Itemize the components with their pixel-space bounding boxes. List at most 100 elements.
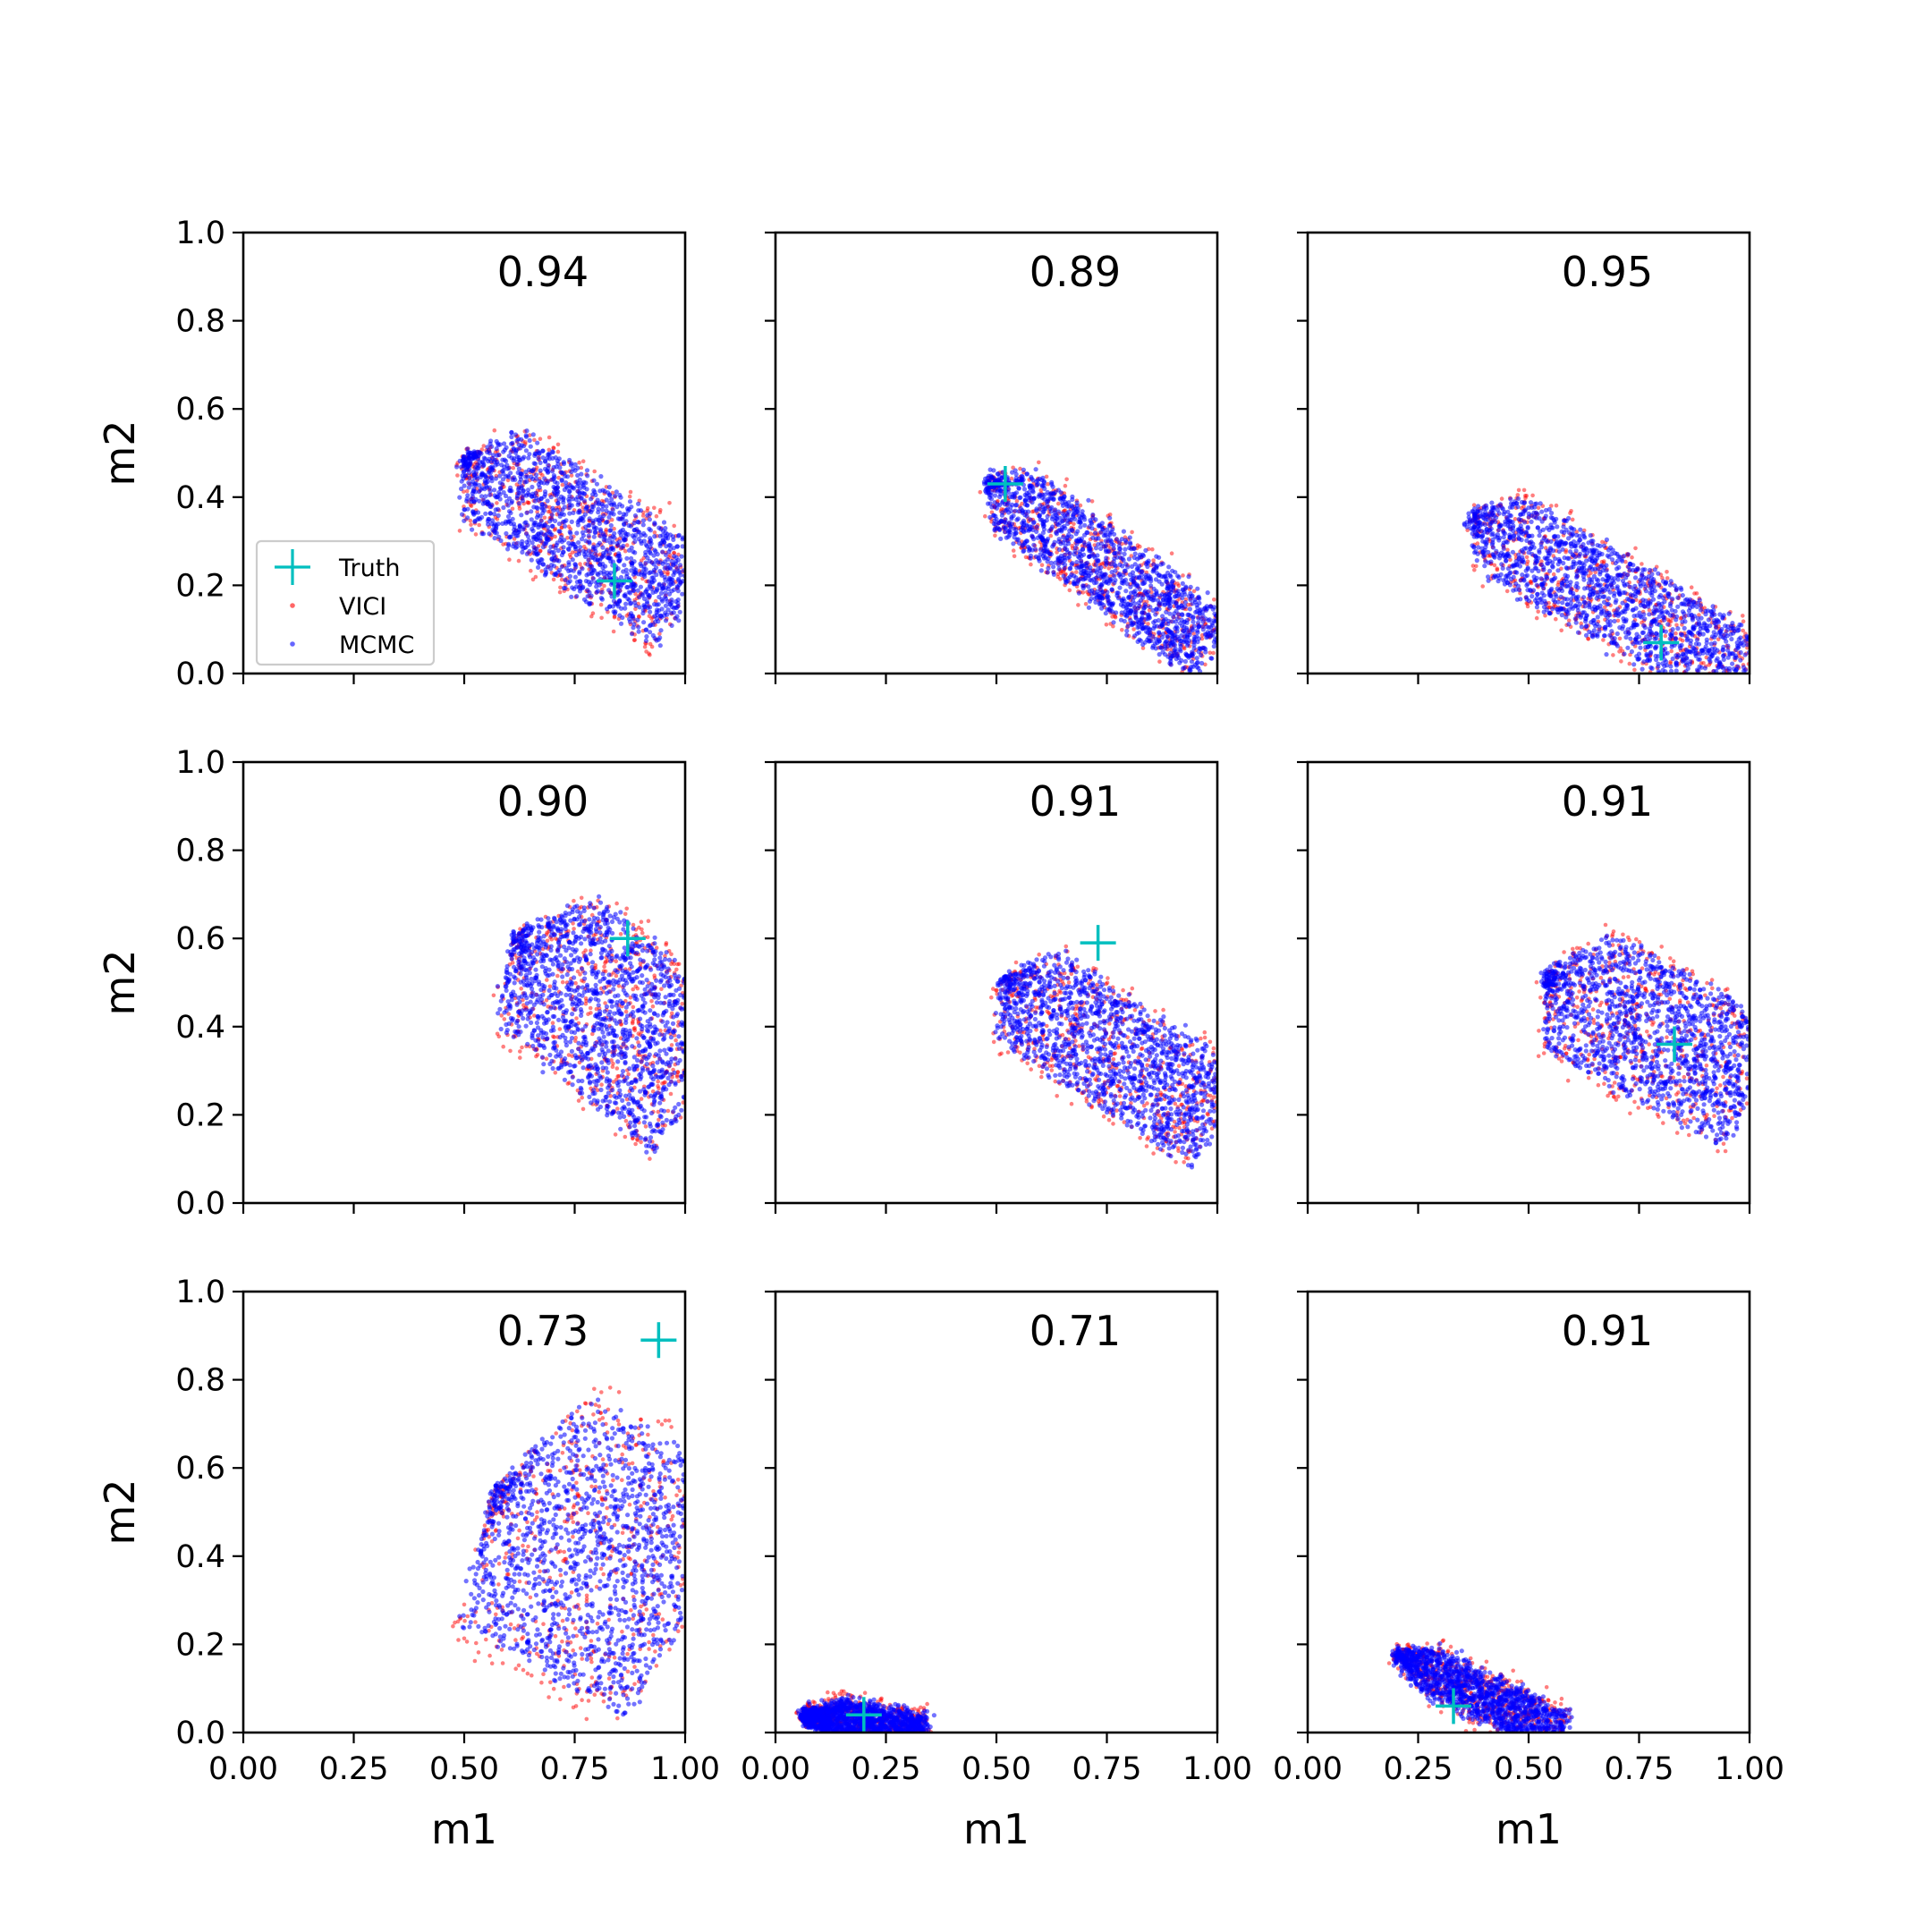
mcmc-point	[1060, 500, 1065, 505]
mcmc-point	[1195, 659, 1200, 665]
mcmc-point	[988, 496, 995, 502]
vici-point	[1536, 609, 1540, 614]
mcmc-point	[1127, 545, 1132, 551]
mcmc-point	[1155, 597, 1161, 603]
vici-point	[1106, 566, 1111, 571]
mcmc-point	[635, 617, 640, 623]
vici-point	[1559, 628, 1563, 633]
mcmc-point	[1123, 562, 1129, 567]
mcmc-point	[1086, 605, 1091, 610]
vici-point	[551, 445, 556, 451]
mcmc-point	[457, 495, 462, 500]
mcmc-point	[470, 488, 477, 494]
mcmc-point	[1034, 482, 1039, 487]
mcmc-point	[1079, 561, 1084, 566]
mcmc-point	[1093, 599, 1098, 606]
mcmc-point	[561, 460, 566, 465]
vici-point	[1669, 648, 1674, 654]
y-tick-label: 0.4	[175, 480, 225, 516]
mcmc-point	[1113, 564, 1118, 569]
mcmc-point	[633, 567, 639, 572]
mcmc-point	[516, 454, 521, 461]
mcmc-point	[505, 547, 511, 552]
vici-point	[1554, 616, 1558, 622]
vici-point	[628, 489, 633, 495]
mcmc-point	[640, 518, 647, 523]
mcmc-point	[519, 471, 525, 477]
mcmc-point	[1180, 606, 1185, 611]
mcmc-point	[1070, 561, 1075, 566]
truth-marker	[596, 563, 632, 599]
mcmc-point	[513, 477, 518, 482]
mcmc-point	[657, 569, 663, 574]
vici-point	[1549, 504, 1554, 508]
vici-point	[648, 641, 653, 647]
overlap-value: 0.94	[497, 248, 589, 296]
vici-point	[1110, 614, 1114, 619]
mcmc-point	[1108, 562, 1114, 567]
mcmc-point	[1095, 553, 1100, 558]
mcmc-point	[1733, 655, 1738, 661]
vici-point	[1474, 564, 1479, 569]
mcmc-point	[579, 471, 584, 477]
mcmc-point	[662, 559, 667, 564]
mcmc-point	[533, 472, 539, 478]
mcmc-point	[647, 558, 652, 564]
mcmc-point	[468, 450, 473, 455]
mcmc-point	[559, 478, 564, 484]
mcmc-point	[471, 449, 477, 454]
vici-point	[555, 449, 561, 454]
vici-point	[495, 501, 499, 505]
mcmc-point	[994, 505, 999, 511]
vici-point	[978, 489, 983, 495]
mcmc-point	[1043, 506, 1048, 512]
mcmc-point	[1046, 496, 1051, 502]
mcmc-point	[559, 511, 564, 517]
mcmc-point	[570, 496, 576, 502]
mcmc-point	[585, 562, 590, 567]
vici-point	[1665, 576, 1670, 580]
mcmc-point	[1044, 538, 1050, 543]
mcmc-point	[1016, 486, 1021, 491]
mcmc-point	[592, 526, 597, 531]
mcmc-point	[1057, 515, 1063, 521]
mcmc-point	[1115, 590, 1121, 596]
mcmc-point	[581, 498, 588, 504]
mcmc-point	[575, 495, 580, 500]
vici-point	[1660, 575, 1665, 580]
mcmc-point	[1139, 572, 1144, 578]
mcmc-point	[530, 528, 536, 534]
mcmc-point	[569, 519, 574, 525]
mcmc-point	[1017, 496, 1022, 501]
mcmc-point	[1190, 601, 1195, 606]
mcmc-point	[1147, 639, 1152, 644]
mcmc-point	[1600, 577, 1606, 582]
mcmc-point	[475, 462, 480, 468]
vici-point	[627, 494, 632, 499]
mcmc-point	[649, 575, 655, 580]
vici-point	[553, 534, 557, 539]
mcmc-point	[665, 531, 670, 538]
mcmc-point	[1117, 550, 1123, 555]
vici-point	[1078, 503, 1083, 508]
mcmc-point	[516, 501, 522, 506]
mcmc-point	[610, 539, 615, 545]
y-tick-label: 0.6	[175, 392, 225, 428]
vici-point	[1111, 623, 1115, 629]
mcmc-point	[674, 614, 680, 619]
mcmc-point	[1170, 619, 1175, 624]
mcmc-point	[1164, 609, 1169, 615]
mcmc-point	[505, 503, 511, 508]
mcmc-point	[1013, 503, 1018, 508]
mcmc-point	[1089, 571, 1094, 576]
mcmc-point	[1634, 631, 1640, 637]
legend-label-vici: VICI	[339, 593, 386, 621]
mcmc-point	[677, 609, 682, 614]
mcmc-point	[1055, 562, 1062, 568]
mcmc-point	[1165, 634, 1170, 640]
mcmc-point	[1151, 597, 1157, 603]
vici-point	[1623, 559, 1628, 564]
mcmc-point	[1161, 574, 1166, 580]
vici-point	[1615, 618, 1621, 623]
vici-point	[633, 591, 638, 597]
